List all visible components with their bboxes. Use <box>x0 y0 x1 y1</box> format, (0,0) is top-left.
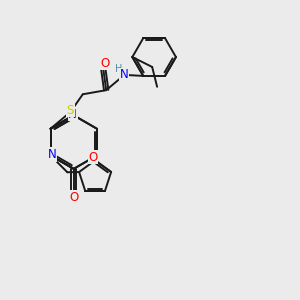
Text: H: H <box>115 64 122 74</box>
Text: O: O <box>100 57 110 70</box>
Text: N: N <box>48 148 57 161</box>
Text: S: S <box>67 104 74 117</box>
Text: O: O <box>69 191 78 204</box>
Text: O: O <box>88 151 98 164</box>
Text: N: N <box>68 108 77 121</box>
Text: N: N <box>120 68 129 81</box>
